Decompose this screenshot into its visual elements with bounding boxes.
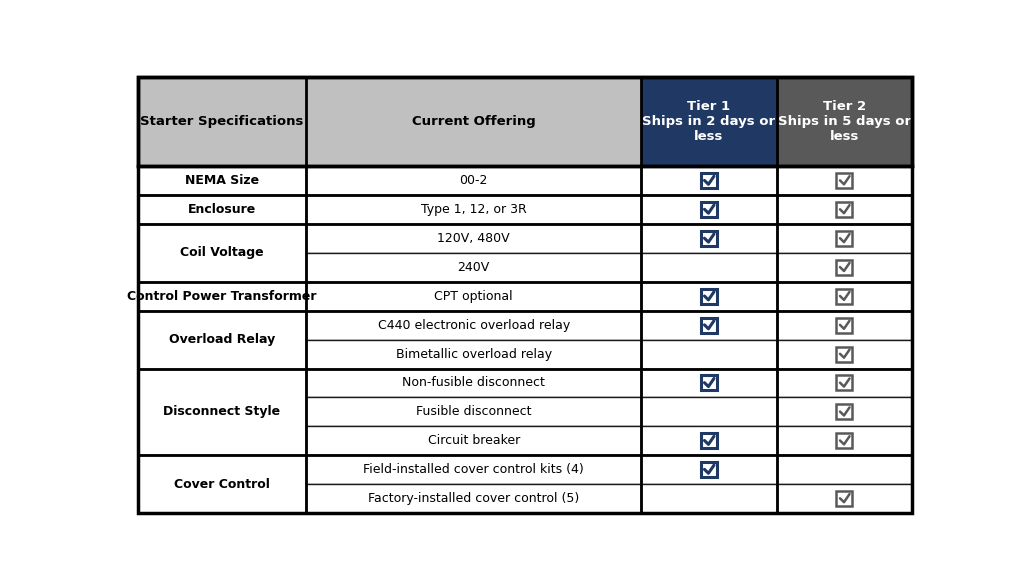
- Bar: [700, 173, 717, 188]
- Bar: [306, 166, 641, 195]
- Bar: [776, 340, 912, 369]
- Text: Bimetallic overload relay: Bimetallic overload relay: [395, 347, 552, 360]
- Bar: [700, 318, 717, 333]
- Text: CPT optional: CPT optional: [434, 290, 513, 303]
- Bar: [641, 224, 776, 253]
- Text: 240V: 240V: [458, 261, 489, 274]
- Bar: [137, 369, 306, 455]
- Bar: [837, 231, 852, 246]
- Bar: [641, 77, 776, 166]
- Bar: [306, 398, 641, 426]
- Bar: [306, 369, 641, 398]
- Bar: [776, 282, 912, 311]
- Bar: [641, 282, 776, 311]
- Text: Control Power Transformer: Control Power Transformer: [127, 290, 316, 303]
- Bar: [837, 202, 852, 217]
- Bar: [776, 224, 912, 253]
- Bar: [837, 288, 852, 304]
- Bar: [641, 398, 776, 426]
- Bar: [837, 491, 852, 506]
- Bar: [776, 398, 912, 426]
- Bar: [306, 282, 641, 311]
- Bar: [137, 77, 912, 166]
- Bar: [641, 195, 776, 224]
- Bar: [700, 462, 717, 477]
- Bar: [837, 173, 852, 188]
- Text: Field-installed cover control kits (4): Field-installed cover control kits (4): [364, 463, 584, 476]
- Bar: [700, 231, 717, 246]
- Bar: [776, 455, 912, 484]
- Text: Circuit breaker: Circuit breaker: [428, 434, 520, 447]
- Text: Type 1, 12, or 3R: Type 1, 12, or 3R: [421, 203, 526, 216]
- Text: Factory-installed cover control (5): Factory-installed cover control (5): [368, 492, 580, 505]
- Bar: [306, 253, 641, 282]
- Bar: [137, 195, 306, 224]
- Bar: [776, 311, 912, 340]
- Text: Current Offering: Current Offering: [412, 115, 536, 128]
- Bar: [137, 455, 306, 513]
- Bar: [776, 369, 912, 398]
- Text: Non-fusible disconnect: Non-fusible disconnect: [402, 377, 545, 390]
- Text: Tier 2
Ships in 5 days or
less: Tier 2 Ships in 5 days or less: [778, 100, 911, 143]
- Bar: [137, 166, 306, 195]
- Text: 120V, 480V: 120V, 480V: [437, 232, 510, 245]
- Bar: [700, 288, 717, 304]
- Bar: [137, 77, 306, 166]
- Bar: [837, 260, 852, 275]
- Bar: [837, 433, 852, 449]
- Bar: [837, 318, 852, 333]
- Bar: [137, 224, 306, 282]
- Text: Coil Voltage: Coil Voltage: [180, 246, 264, 259]
- Text: Cover Control: Cover Control: [174, 478, 270, 491]
- Text: C440 electronic overload relay: C440 electronic overload relay: [378, 319, 569, 332]
- Bar: [837, 404, 852, 419]
- Text: NEMA Size: NEMA Size: [185, 174, 259, 187]
- Bar: [641, 369, 776, 398]
- Bar: [641, 426, 776, 455]
- Bar: [776, 195, 912, 224]
- Bar: [837, 376, 852, 391]
- Text: Starter Specifications: Starter Specifications: [140, 115, 304, 128]
- Text: 00-2: 00-2: [460, 174, 487, 187]
- Bar: [837, 346, 852, 361]
- Bar: [137, 282, 306, 311]
- Bar: [776, 77, 912, 166]
- Bar: [641, 166, 776, 195]
- Bar: [137, 311, 306, 369]
- Bar: [641, 455, 776, 484]
- Bar: [306, 77, 641, 166]
- Bar: [306, 340, 641, 369]
- Bar: [700, 433, 717, 449]
- Bar: [700, 202, 717, 217]
- Bar: [306, 426, 641, 455]
- Text: Overload Relay: Overload Relay: [169, 333, 275, 346]
- Bar: [641, 340, 776, 369]
- Bar: [306, 195, 641, 224]
- Bar: [700, 376, 717, 391]
- Bar: [306, 311, 641, 340]
- Bar: [776, 426, 912, 455]
- Bar: [776, 166, 912, 195]
- Bar: [641, 484, 776, 513]
- Bar: [306, 224, 641, 253]
- Bar: [776, 484, 912, 513]
- Bar: [641, 311, 776, 340]
- Text: Fusible disconnect: Fusible disconnect: [416, 405, 531, 418]
- Bar: [641, 253, 776, 282]
- Text: Disconnect Style: Disconnect Style: [164, 405, 281, 418]
- Bar: [306, 484, 641, 513]
- Text: Tier 1
Ships in 2 days or
less: Tier 1 Ships in 2 days or less: [642, 100, 775, 143]
- Text: Enclosure: Enclosure: [187, 203, 256, 216]
- Bar: [776, 253, 912, 282]
- Bar: [306, 455, 641, 484]
